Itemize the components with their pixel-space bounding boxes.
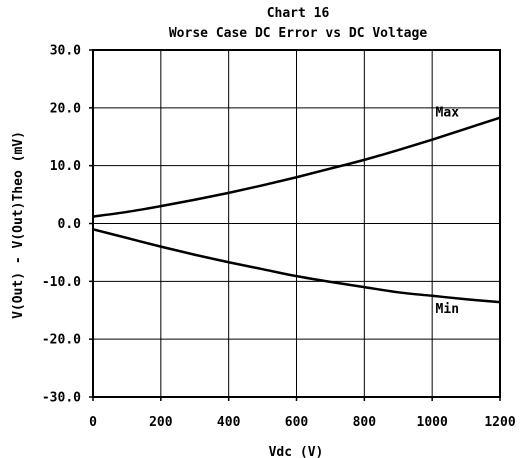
annotations: Max Min [436,106,460,318]
series-group [92,116,501,304]
x-tick-label: 0 [89,415,97,430]
chart-title: Chart 16 [267,6,330,21]
y-tick-label: 30.0 [50,44,81,59]
grid [93,50,500,397]
series-line-max [92,116,501,218]
x-axis: 0 200 400 600 800 1000 1200 [89,397,516,430]
y-tick-label: 20.0 [50,101,81,116]
series-annotation-min: Min [436,302,459,317]
y-tick-label: -20.0 [42,333,81,348]
series-annotation-max: Max [436,106,460,121]
x-tick-label: 200 [149,415,173,430]
y-tick-label: -10.0 [42,275,81,290]
x-tick-label: 1200 [484,415,515,430]
y-tick-label: -30.0 [42,391,81,406]
x-tick-label: 400 [217,415,241,430]
chart-subtitle: Worse Case DC Error vs DC Voltage [169,26,427,41]
y-axis-title: V(Out) - V(Out)Theo (mV) [11,131,26,319]
x-axis-title: Vdc (V) [269,445,324,458]
y-axis: 30.0 20.0 10.0 0.0 -10.0 -20.0 -30.0 [42,44,93,406]
y-tick-label: 10.0 [50,159,81,174]
series-line-min [92,228,501,304]
x-tick-label: 800 [353,415,377,430]
x-tick-label: 600 [285,415,309,430]
x-tick-label: 1000 [417,415,448,430]
y-tick-label: 0.0 [58,217,82,232]
